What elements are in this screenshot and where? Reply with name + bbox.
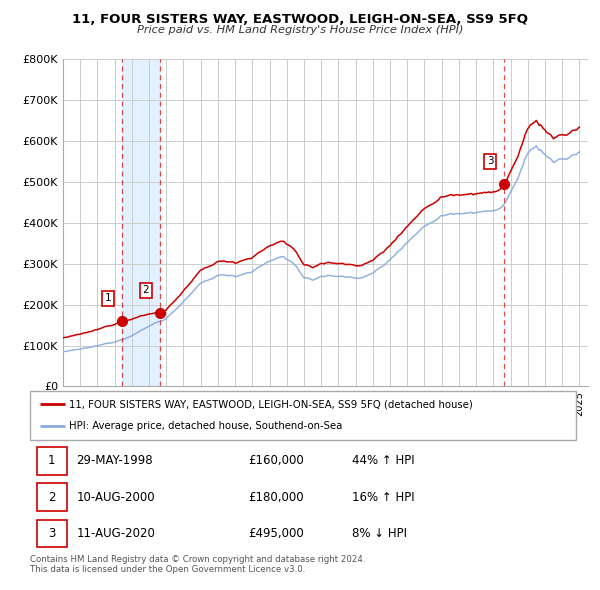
Text: £160,000: £160,000 <box>248 454 304 467</box>
Text: Price paid vs. HM Land Registry's House Price Index (HPI): Price paid vs. HM Land Registry's House … <box>137 25 463 35</box>
Text: 1: 1 <box>104 293 111 303</box>
Text: 2: 2 <box>48 490 55 504</box>
Text: 3: 3 <box>487 156 493 166</box>
Text: Contains HM Land Registry data © Crown copyright and database right 2024.
This d: Contains HM Land Registry data © Crown c… <box>30 555 365 574</box>
Text: £495,000: £495,000 <box>248 527 304 540</box>
Text: HPI: Average price, detached house, Southend-on-Sea: HPI: Average price, detached house, Sout… <box>70 421 343 431</box>
FancyBboxPatch shape <box>37 483 67 511</box>
Text: 3: 3 <box>48 527 55 540</box>
Text: 29-MAY-1998: 29-MAY-1998 <box>76 454 153 467</box>
Text: 16% ↑ HPI: 16% ↑ HPI <box>352 490 415 504</box>
Bar <box>122 59 160 386</box>
Text: 2: 2 <box>142 285 149 295</box>
Text: 10-AUG-2000: 10-AUG-2000 <box>76 490 155 504</box>
Text: 44% ↑ HPI: 44% ↑ HPI <box>352 454 415 467</box>
FancyBboxPatch shape <box>37 520 67 548</box>
Text: 1: 1 <box>48 454 55 467</box>
FancyBboxPatch shape <box>37 447 67 474</box>
Text: £180,000: £180,000 <box>248 490 304 504</box>
Text: 11-AUG-2020: 11-AUG-2020 <box>76 527 155 540</box>
Text: 11, FOUR SISTERS WAY, EASTWOOD, LEIGH-ON-SEA, SS9 5FQ (detached house): 11, FOUR SISTERS WAY, EASTWOOD, LEIGH-ON… <box>70 399 473 409</box>
Text: 8% ↓ HPI: 8% ↓ HPI <box>352 527 407 540</box>
Text: 11, FOUR SISTERS WAY, EASTWOOD, LEIGH-ON-SEA, SS9 5FQ: 11, FOUR SISTERS WAY, EASTWOOD, LEIGH-ON… <box>72 13 528 26</box>
